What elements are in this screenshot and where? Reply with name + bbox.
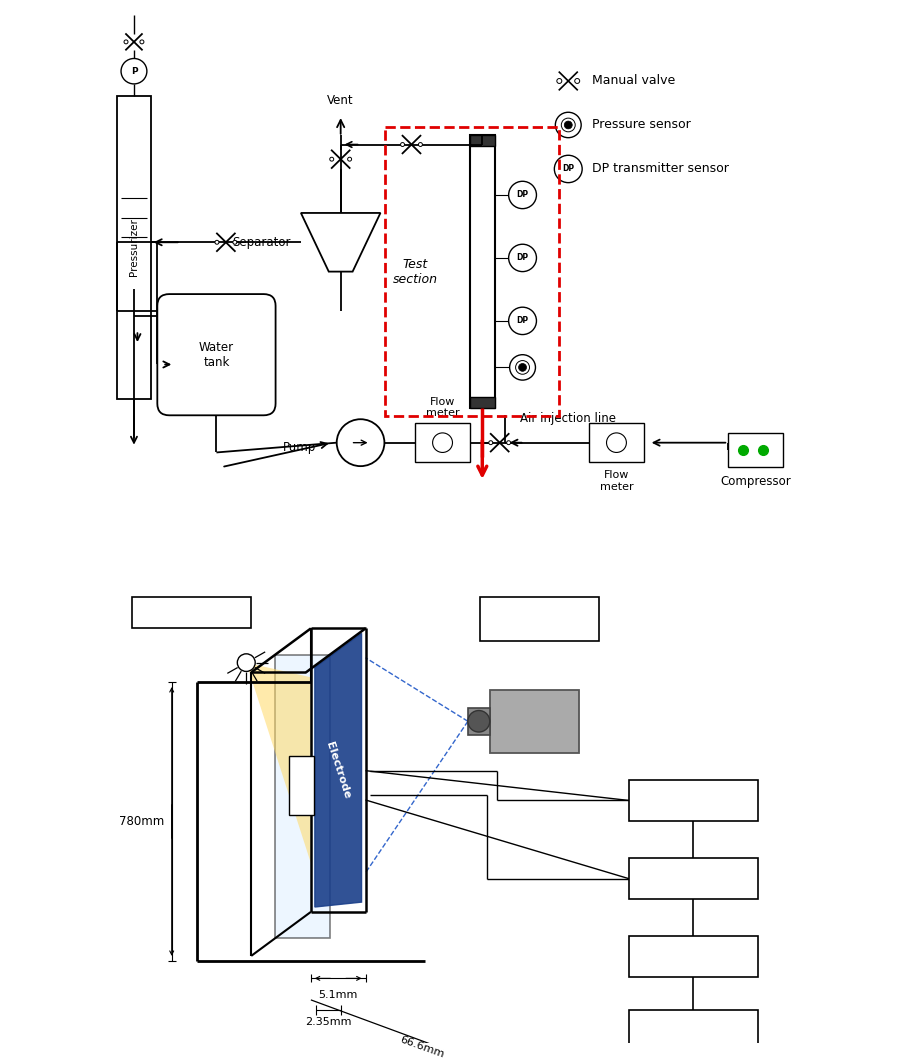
Text: 66.6mm: 66.6mm	[398, 1034, 445, 1060]
Text: P: P	[130, 67, 138, 76]
Circle shape	[555, 155, 583, 183]
Text: Vent: Vent	[327, 95, 354, 107]
Text: DP: DP	[517, 253, 529, 263]
Circle shape	[140, 40, 144, 44]
Bar	[415, 423, 470, 462]
Polygon shape	[275, 654, 330, 938]
Bar	[386, 127, 559, 416]
Text: 780mm: 780mm	[119, 815, 164, 828]
Circle shape	[330, 157, 334, 161]
Bar	[470, 135, 494, 409]
Bar	[117, 96, 151, 399]
Circle shape	[574, 79, 580, 83]
Text: Pressure sensor: Pressure sensor	[592, 118, 690, 132]
Text: DP: DP	[517, 316, 529, 326]
Bar	[589, 423, 644, 462]
Circle shape	[510, 354, 536, 380]
Polygon shape	[315, 633, 361, 907]
Text: Electrode: Electrode	[325, 741, 352, 800]
Text: DAS: DAS	[681, 950, 707, 963]
Circle shape	[237, 654, 255, 671]
Circle shape	[124, 40, 128, 44]
Text: DP transmitter sensor: DP transmitter sensor	[592, 163, 729, 176]
Text: DP: DP	[517, 190, 529, 199]
Circle shape	[337, 419, 385, 466]
Bar	[289, 757, 314, 815]
Bar	[467, 708, 490, 735]
Circle shape	[467, 711, 490, 732]
Text: Test
section: Test section	[393, 257, 438, 285]
Circle shape	[418, 143, 423, 147]
Text: Light fixture: Light fixture	[154, 606, 229, 619]
Text: DP: DP	[562, 165, 574, 173]
Polygon shape	[246, 663, 311, 863]
Circle shape	[401, 143, 405, 147]
Circle shape	[489, 440, 493, 445]
Bar	[132, 597, 251, 629]
Text: Computer: Computer	[663, 1024, 725, 1036]
Text: Pump: Pump	[282, 442, 316, 454]
Text: Pressurizer: Pressurizer	[129, 218, 139, 276]
Bar	[490, 689, 579, 753]
Text: 2.35mm: 2.35mm	[305, 1017, 352, 1028]
Bar	[629, 780, 758, 821]
Bar	[629, 859, 758, 899]
Circle shape	[507, 440, 511, 445]
Bar	[470, 397, 494, 409]
Circle shape	[509, 181, 537, 209]
Text: 5.1mm: 5.1mm	[318, 991, 358, 1000]
Circle shape	[348, 157, 352, 161]
Text: Impedance
circuit: Impedance circuit	[659, 865, 728, 893]
Circle shape	[215, 240, 219, 245]
Text: Flow
meter: Flow meter	[600, 470, 633, 492]
Circle shape	[556, 79, 562, 83]
Text: Function
Generator: Function Generator	[662, 786, 725, 814]
Text: Water
tank: Water tank	[199, 340, 234, 369]
Bar	[470, 135, 494, 147]
Circle shape	[121, 59, 147, 84]
Text: High-speed
camera: High-speed camera	[503, 604, 575, 633]
Text: Air injection line: Air injection line	[520, 412, 616, 425]
Bar	[629, 1010, 758, 1051]
FancyBboxPatch shape	[157, 294, 276, 415]
Circle shape	[432, 433, 452, 452]
Bar	[728, 433, 783, 467]
Text: Compressor: Compressor	[720, 475, 791, 488]
Circle shape	[233, 240, 236, 245]
Circle shape	[509, 307, 537, 334]
Circle shape	[509, 245, 537, 271]
Bar	[480, 597, 599, 642]
Circle shape	[519, 364, 527, 371]
Text: Manual valve: Manual valve	[592, 74, 675, 87]
Circle shape	[607, 433, 627, 452]
Circle shape	[565, 121, 573, 129]
Circle shape	[556, 113, 581, 137]
Text: Separator: Separator	[233, 236, 291, 249]
Bar	[629, 936, 758, 978]
Text: Flow
meter: Flow meter	[426, 397, 459, 418]
Polygon shape	[301, 213, 380, 271]
